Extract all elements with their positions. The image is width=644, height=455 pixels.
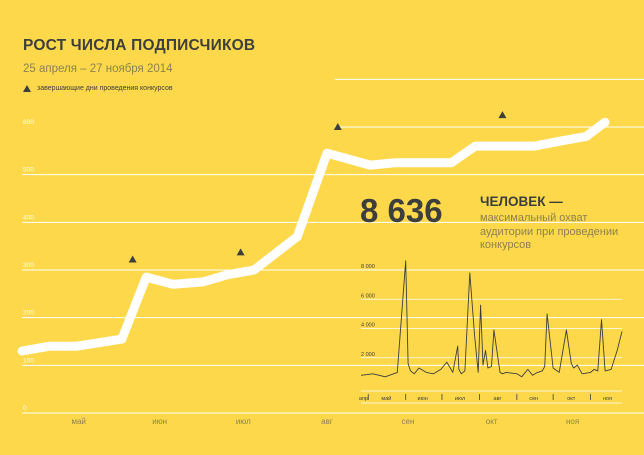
y-tick-label: 500 [23, 167, 34, 174]
inset-x-tick-label: сен [529, 396, 538, 402]
triangle-marker-icon [23, 85, 31, 92]
series-line-subscribers [17, 117, 610, 356]
inset-x-tick-label: май [381, 395, 391, 402]
inset-y-tick-label: 4 000 [361, 323, 375, 329]
inset-y-tick-label: 6 000 [361, 293, 375, 299]
inset-x-tick-label: июн [418, 396, 428, 402]
inset-x-tick-label: авг [494, 396, 502, 402]
highlight-description: максимальный охват аудитории при проведе… [480, 212, 619, 251]
inset-x-tick-label: ноя [603, 396, 612, 402]
inset-y-tick-label: 2 000 [361, 352, 375, 358]
x-tick-label: авг [321, 417, 333, 426]
inset-y-tick-label: 8 000 [361, 264, 375, 270]
highlight-title: ЧЕЛОВЕК — [480, 194, 563, 209]
contest-end-marker [333, 123, 342, 130]
y-tick-label: 600 [23, 119, 34, 126]
inset-series-line-reach [360, 260, 623, 378]
x-tick-label: июл [236, 417, 251, 426]
contest-end-marker [236, 248, 245, 256]
x-tick-label: май [71, 417, 85, 426]
chart-title: РОСТ ЧИСЛА ПОДПИСЧИКОВ [23, 37, 256, 54]
x-tick-label: июн [152, 417, 167, 426]
legend: завершающие дни проведения конкурсов [23, 85, 173, 92]
inset-x-tick-label: июл [455, 396, 465, 402]
x-tick-label: окт [486, 417, 498, 426]
contest-end-marker [498, 111, 507, 119]
y-tick-label: 200 [23, 310, 34, 317]
legend-label: завершающие дни проведения конкурсов [37, 85, 173, 92]
y-tick-label: 400 [23, 214, 34, 221]
y-tick-label: 300 [23, 262, 34, 269]
inset-x-tick-label: апр [359, 396, 368, 402]
y-tick-label: 100 [23, 357, 34, 364]
contest-end-marker [128, 255, 137, 263]
y-tick-label: 0 [23, 405, 27, 412]
chart-subtitle: 25 апреля – 27 ноября 2014 [23, 63, 173, 75]
highlight-value: 8 636 [360, 192, 443, 229]
x-tick-label: сен [402, 417, 415, 426]
x-tick-label: ноя [566, 417, 579, 426]
inset-x-tick-label: окт [567, 396, 576, 402]
